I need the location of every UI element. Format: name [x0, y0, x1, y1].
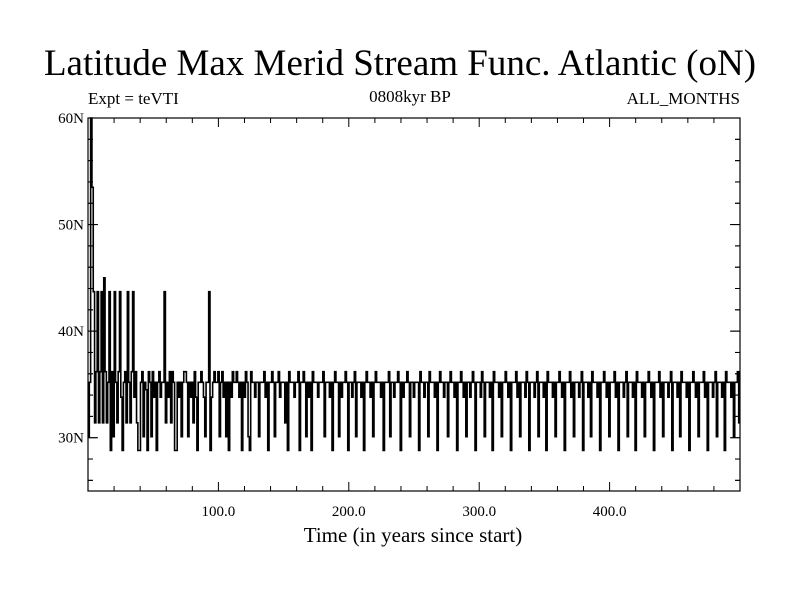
- experiment-label: Expt = teVTI: [88, 89, 179, 108]
- series-line: [88, 117, 740, 452]
- plot-border: [87, 117, 741, 492]
- axis-ticks: [88, 117, 740, 491]
- x-axis-label: Time (in years since start): [304, 523, 523, 547]
- x-tick-label: 300.0: [462, 504, 496, 520]
- x-tick-label: 200.0: [332, 504, 366, 520]
- chart-title: Latitude Max Merid Stream Func. Atlantic…: [43, 43, 757, 84]
- x-tick-label: 400.0: [593, 504, 627, 520]
- months-label: ALL_MONTHS: [626, 89, 740, 108]
- chart-subtitle: 0808kyr BP: [369, 87, 451, 106]
- x-tick-label: 100.0: [202, 504, 236, 520]
- plot-frame: [87, 117, 741, 492]
- tick-labels: 100.0 200.0 300.0 400.0 30N 40N 50N 60N: [58, 111, 626, 520]
- y-tick-label: 50N: [58, 218, 84, 234]
- y-tick-label: 30N: [58, 431, 84, 447]
- y-tick-label: 40N: [58, 324, 84, 340]
- y-tick-label: 60N: [58, 111, 84, 127]
